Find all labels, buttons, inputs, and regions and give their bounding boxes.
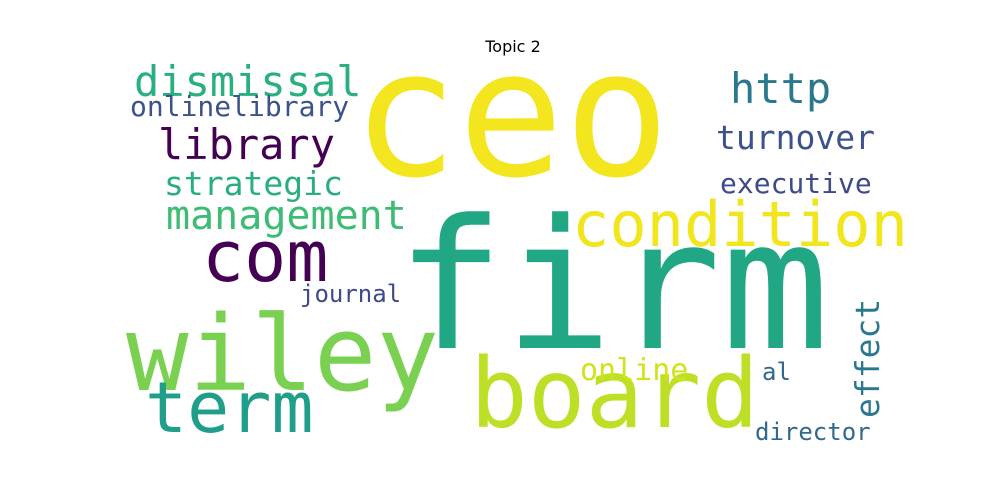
word-com: com	[202, 216, 328, 298]
word-journal: journal	[300, 280, 401, 308]
word-online: online	[580, 353, 688, 388]
word-firm: firm	[396, 182, 829, 391]
word-executive: executive	[720, 167, 872, 200]
word-effect: effect	[848, 299, 887, 418]
word-condition: condition	[572, 188, 908, 261]
word-ceo: ceo	[352, 12, 670, 217]
word-onlinelibrary: onlinelibrary	[130, 90, 349, 123]
word-http: http	[730, 64, 831, 113]
word-board: board	[470, 338, 759, 450]
word-turnover: turnover	[716, 118, 875, 157]
word-management: management	[166, 193, 407, 239]
word-term: term	[145, 367, 314, 449]
word-library: library	[158, 120, 335, 169]
chart-title: Topic 2	[484, 37, 541, 56]
word-strategic: strategic	[164, 164, 343, 203]
word-director: director	[755, 418, 871, 446]
word-dismissal: dismissal	[134, 57, 362, 106]
word-wiley: wiley	[126, 293, 439, 415]
word-al: al	[762, 358, 791, 386]
